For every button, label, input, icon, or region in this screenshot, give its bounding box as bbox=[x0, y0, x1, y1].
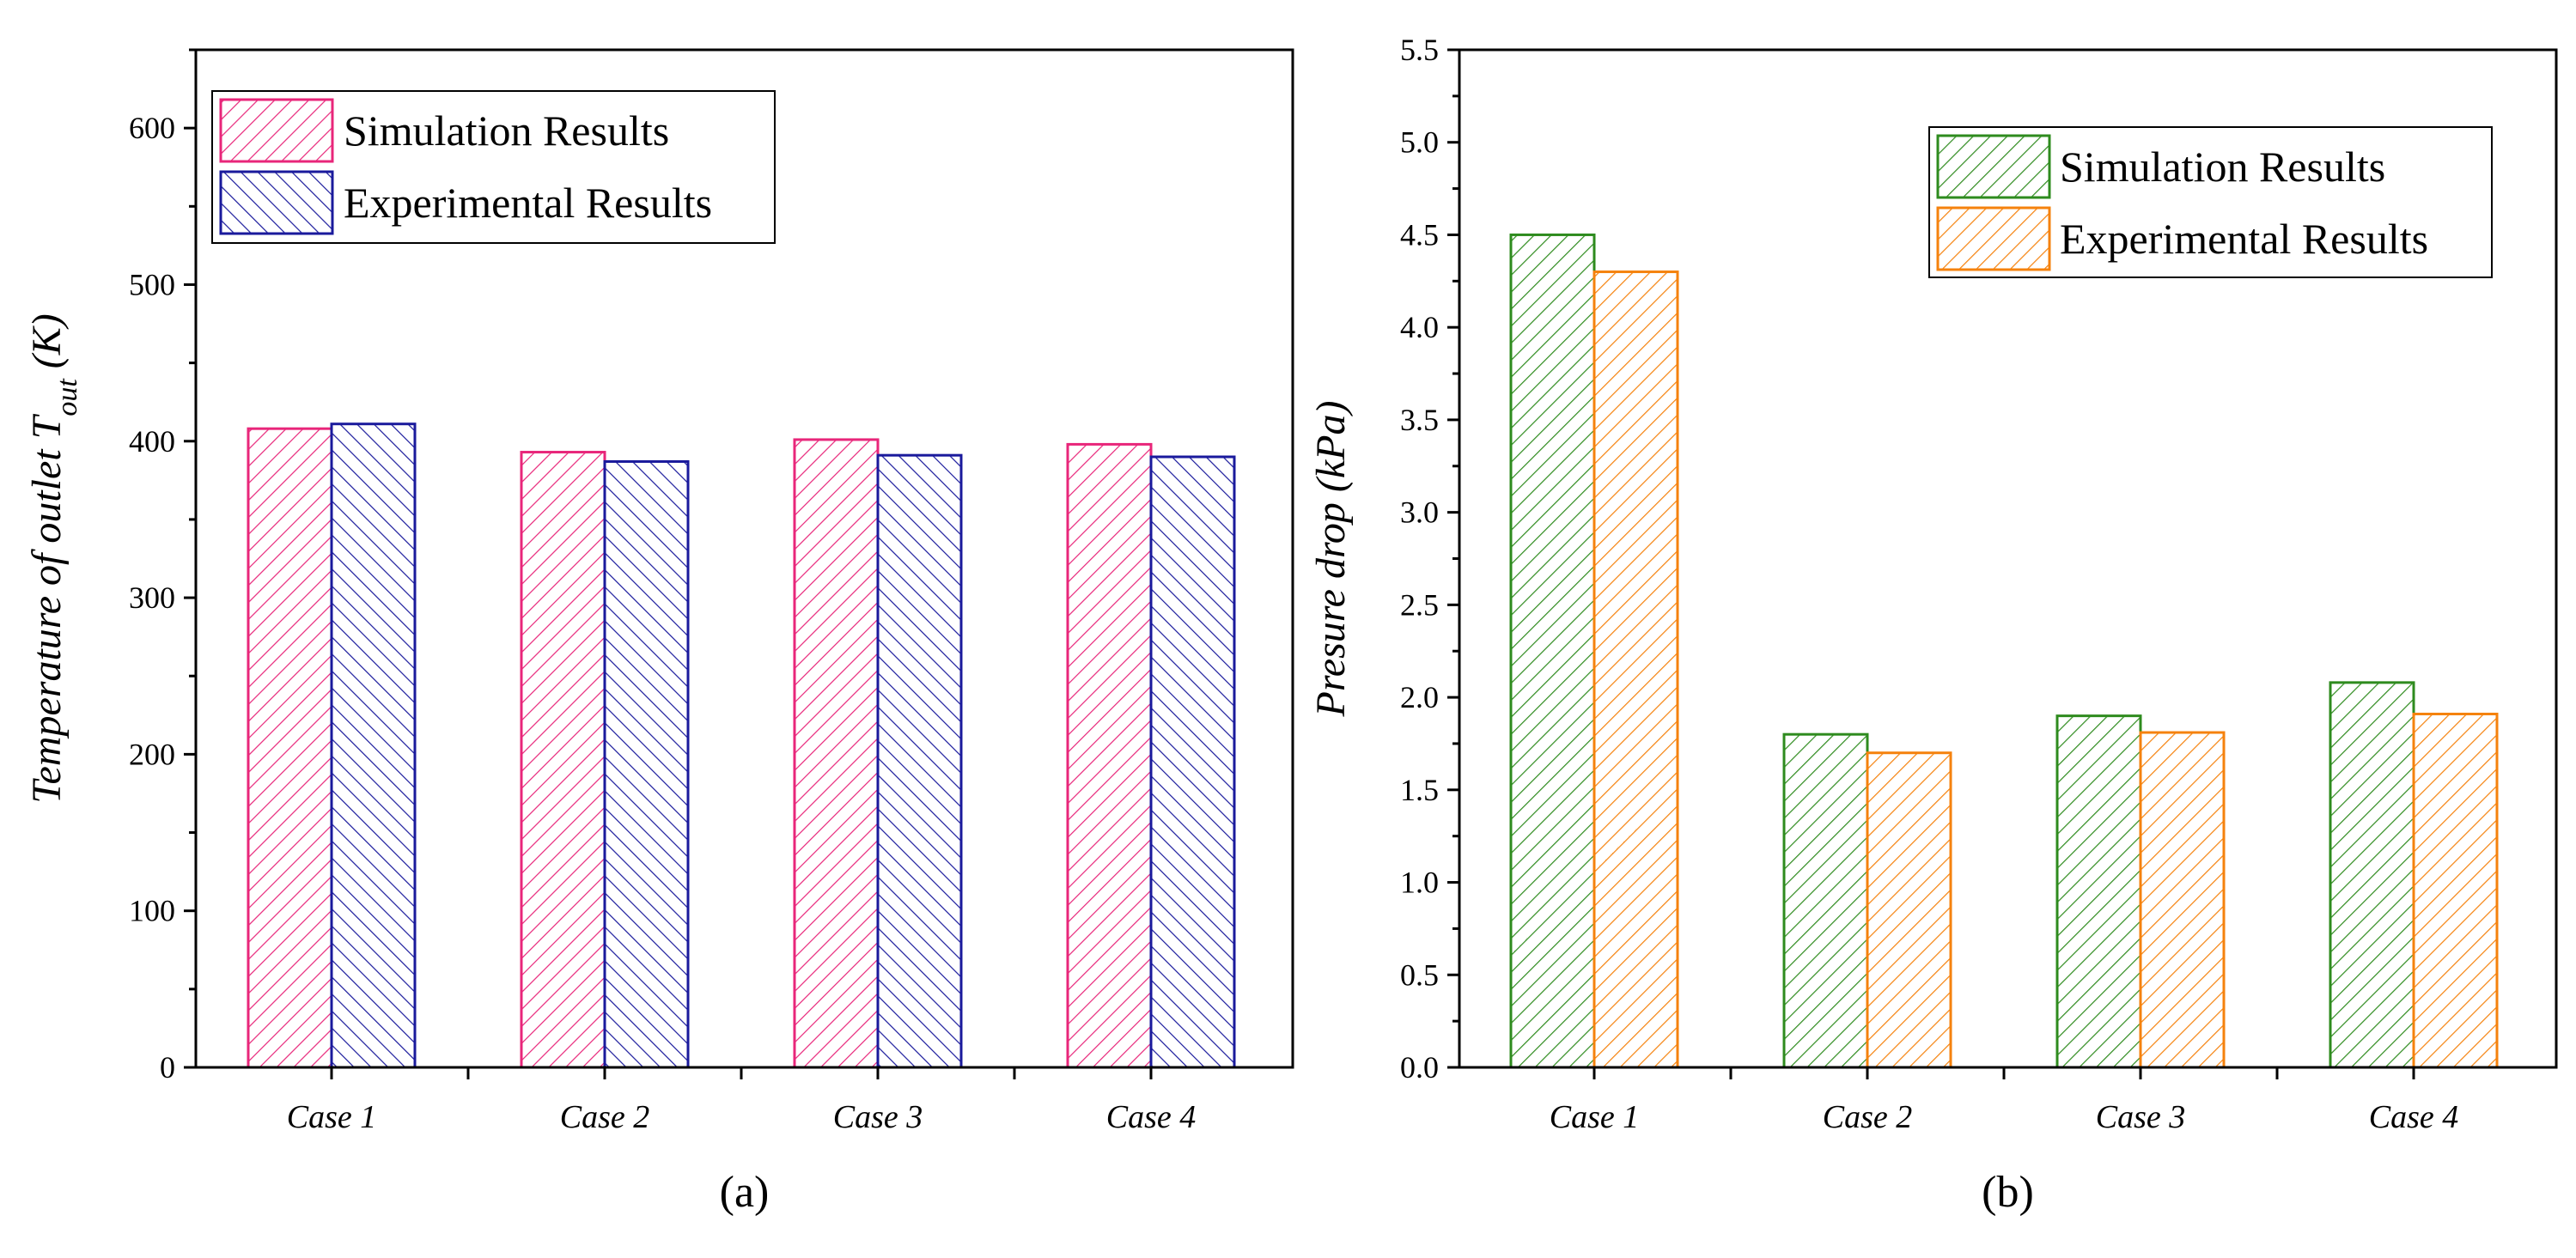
panel-b-y-tick-label: 5.5 bbox=[1400, 33, 1439, 67]
panel-b-legend-label-experimental: Experimental Results bbox=[2060, 215, 2428, 263]
panel-b-y-tick-label: 4.5 bbox=[1400, 217, 1439, 252]
panel-b-bar-experimental-case-4 bbox=[2412, 712, 2499, 1069]
panel-a-legend-label-simulation: Simulation Results bbox=[344, 106, 669, 155]
panel-a-bar-experimental-case-3 bbox=[876, 453, 963, 1069]
panel-b-panel-label: (b) bbox=[1982, 1168, 2034, 1217]
panel-a-legend-label-experimental: Experimental Results bbox=[344, 179, 712, 227]
panel-a-y-tick-label: 300 bbox=[129, 580, 175, 615]
panel-a-panel-label: (a) bbox=[720, 1168, 770, 1217]
panel-b-bar-experimental-case-2 bbox=[1866, 751, 1952, 1069]
panel-a-bar-simulation-case-1 bbox=[247, 427, 333, 1069]
panel-b-y-tick-label: 0.5 bbox=[1400, 957, 1439, 992]
panel-b-y-tick-label: 0.0 bbox=[1400, 1050, 1439, 1085]
panel-a-bar-simulation-case-4 bbox=[1066, 442, 1153, 1069]
panel-a-bar-simulation-case-3 bbox=[793, 438, 880, 1069]
panel-b-legend: Simulation Results Experimental Results bbox=[1928, 126, 2493, 278]
panel-a-x-tick-label: Case 1 bbox=[287, 1099, 377, 1135]
panel-a-y-tick-label: 500 bbox=[129, 267, 175, 301]
panel-a-bar-simulation-case-2 bbox=[520, 451, 606, 1069]
panel-a-y-tick-label: 400 bbox=[129, 424, 175, 459]
panel-b-y-tick-label: 1.0 bbox=[1400, 866, 1439, 900]
panel-a-y-axis-title: Temperature of outlet Tout (K) bbox=[24, 313, 83, 804]
panel-b-legend-swatch-simulation bbox=[1936, 134, 2051, 199]
panel-a-x-tick-label: Case 4 bbox=[1106, 1099, 1197, 1135]
panel-b-bar-experimental-case-3 bbox=[2139, 731, 2226, 1069]
panel-b-bar-experimental-case-1 bbox=[1592, 270, 1679, 1069]
panel-b-y-axis-title: Presure drop (kPa) bbox=[1308, 401, 1354, 718]
panel-b-x-tick-label: Case 4 bbox=[2369, 1099, 2459, 1135]
panel-b-y-tick-label: 1.5 bbox=[1400, 773, 1439, 807]
panel-a-legend: Simulation Results Experimental Results bbox=[211, 90, 776, 244]
panel-b-pressure-drop-chart: 0.0 0.5 1.0 1.5 2.0 2.5 3.0 3.5 4.0 4.5 5.0 5.5 Case… bbox=[1308, 33, 2558, 1217]
panel-a-y-tick-label: 0 bbox=[160, 1050, 175, 1085]
panel-a-y-tick-label: 600 bbox=[129, 111, 175, 145]
panel-b-bar-simulation-case-4 bbox=[2329, 681, 2415, 1069]
panel-b-legend-label-simulation: Simulation Results bbox=[2060, 143, 2385, 191]
panel-b-bar-simulation-case-3 bbox=[2055, 714, 2142, 1069]
panel-a-bar-experimental-case-1 bbox=[330, 422, 417, 1069]
panel-a-y-tick-label: 100 bbox=[129, 894, 175, 928]
panel-a-legend-swatch-simulation bbox=[219, 98, 334, 163]
panel-a-x-tick-label: Case 2 bbox=[560, 1099, 650, 1135]
panel-a-temperature-chart: 0 100 200 300 400 500 600 Case 1 Case 2 Case 3 Cas… bbox=[24, 48, 1294, 1217]
panel-b-bar-simulation-case-1 bbox=[1509, 233, 1596, 1069]
panel-a-legend-swatch-experimental bbox=[219, 170, 334, 235]
panel-b-y-tick-label: 2.5 bbox=[1400, 587, 1439, 622]
panel-b-x-tick-label: Case 3 bbox=[2096, 1099, 2186, 1135]
panel-b-bar-simulation-case-2 bbox=[1782, 732, 1869, 1069]
panel-a-bar-experimental-case-4 bbox=[1149, 455, 1236, 1069]
panel-a-plot-frame bbox=[194, 48, 1294, 1069]
panel-b-y-tick-label: 3.5 bbox=[1400, 403, 1439, 437]
panel-b-y-tick-label: 5.0 bbox=[1400, 125, 1439, 160]
panel-b-x-tick-label: Case 1 bbox=[1550, 1099, 1640, 1135]
panel-b-x-tick-label: Case 2 bbox=[1823, 1099, 1913, 1135]
panel-b-legend-swatch-experimental bbox=[1936, 206, 2051, 271]
panel-a-x-tick-label: Case 3 bbox=[833, 1099, 923, 1135]
panel-a-y-tick-label: 200 bbox=[129, 737, 175, 771]
panel-b-y-tick-label: 2.0 bbox=[1400, 680, 1439, 714]
panel-b-y-tick-label: 3.0 bbox=[1400, 495, 1439, 530]
panel-b-y-tick-label: 4.0 bbox=[1400, 310, 1439, 344]
panel-a-bar-experimental-case-2 bbox=[603, 459, 690, 1069]
